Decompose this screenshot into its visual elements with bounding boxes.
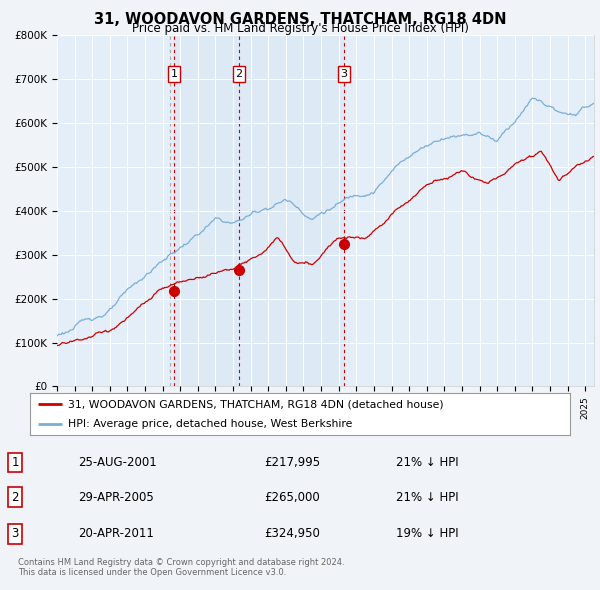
Text: 20-APR-2011: 20-APR-2011	[78, 527, 154, 540]
Text: HPI: Average price, detached house, West Berkshire: HPI: Average price, detached house, West…	[68, 419, 352, 429]
Text: £324,950: £324,950	[264, 527, 320, 540]
Text: £265,000: £265,000	[264, 490, 320, 504]
Text: Price paid vs. HM Land Registry's House Price Index (HPI): Price paid vs. HM Land Registry's House …	[131, 22, 469, 35]
Text: 29-APR-2005: 29-APR-2005	[78, 490, 154, 504]
Text: 31, WOODAVON GARDENS, THATCHAM, RG18 4DN: 31, WOODAVON GARDENS, THATCHAM, RG18 4DN	[94, 12, 506, 27]
Text: 2: 2	[235, 69, 242, 79]
Bar	[174, 35, 344, 386]
Text: Contains HM Land Registry data © Crown copyright and database right 2024.
This d: Contains HM Land Registry data © Crown c…	[18, 558, 344, 577]
Text: 3: 3	[11, 527, 19, 540]
Text: £217,995: £217,995	[264, 456, 320, 469]
Text: 1: 1	[11, 456, 19, 469]
Text: 21% ↓ HPI: 21% ↓ HPI	[396, 490, 458, 504]
Text: 2: 2	[11, 490, 19, 504]
Text: 3: 3	[341, 69, 347, 79]
Text: 21% ↓ HPI: 21% ↓ HPI	[396, 456, 458, 469]
Text: 1: 1	[170, 69, 178, 79]
Text: 31, WOODAVON GARDENS, THATCHAM, RG18 4DN (detached house): 31, WOODAVON GARDENS, THATCHAM, RG18 4DN…	[68, 399, 443, 409]
Text: 25-AUG-2001: 25-AUG-2001	[78, 456, 157, 469]
Text: 19% ↓ HPI: 19% ↓ HPI	[396, 527, 458, 540]
